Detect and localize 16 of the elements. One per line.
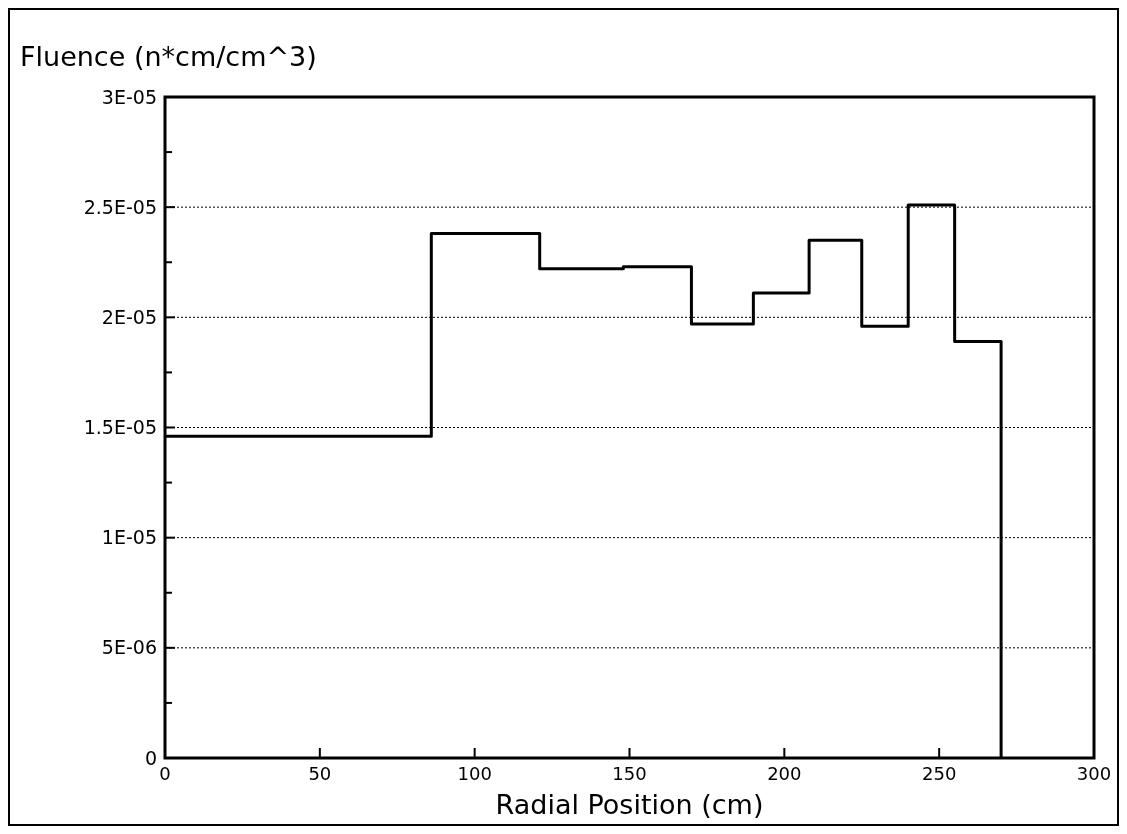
y-axis-title: Fluence (n*cm/cm^3) <box>20 41 317 72</box>
y-tick-label: 1E-05 <box>101 526 157 549</box>
x-tick-label: 200 <box>767 763 802 784</box>
y-tick-label: 1.5E-05 <box>83 416 157 439</box>
x-tick-label: 50 <box>308 763 332 784</box>
y-tick-label: 5E-06 <box>101 636 157 659</box>
y-tick-label: 2.5E-05 <box>83 195 157 218</box>
y-tick-label: 0 <box>144 746 157 769</box>
x-tick-label: 300 <box>1076 763 1112 784</box>
y-tick-label: 3E-05 <box>101 85 157 108</box>
x-tick-label: 150 <box>612 763 647 784</box>
x-axis-title: Radial Position (cm) <box>495 789 764 820</box>
x-tick-label: 100 <box>457 763 492 784</box>
x-tick-label: 0 <box>159 763 171 784</box>
x-tick-label: 250 <box>921 763 957 784</box>
y-tick-label: 2E-05 <box>101 305 157 328</box>
